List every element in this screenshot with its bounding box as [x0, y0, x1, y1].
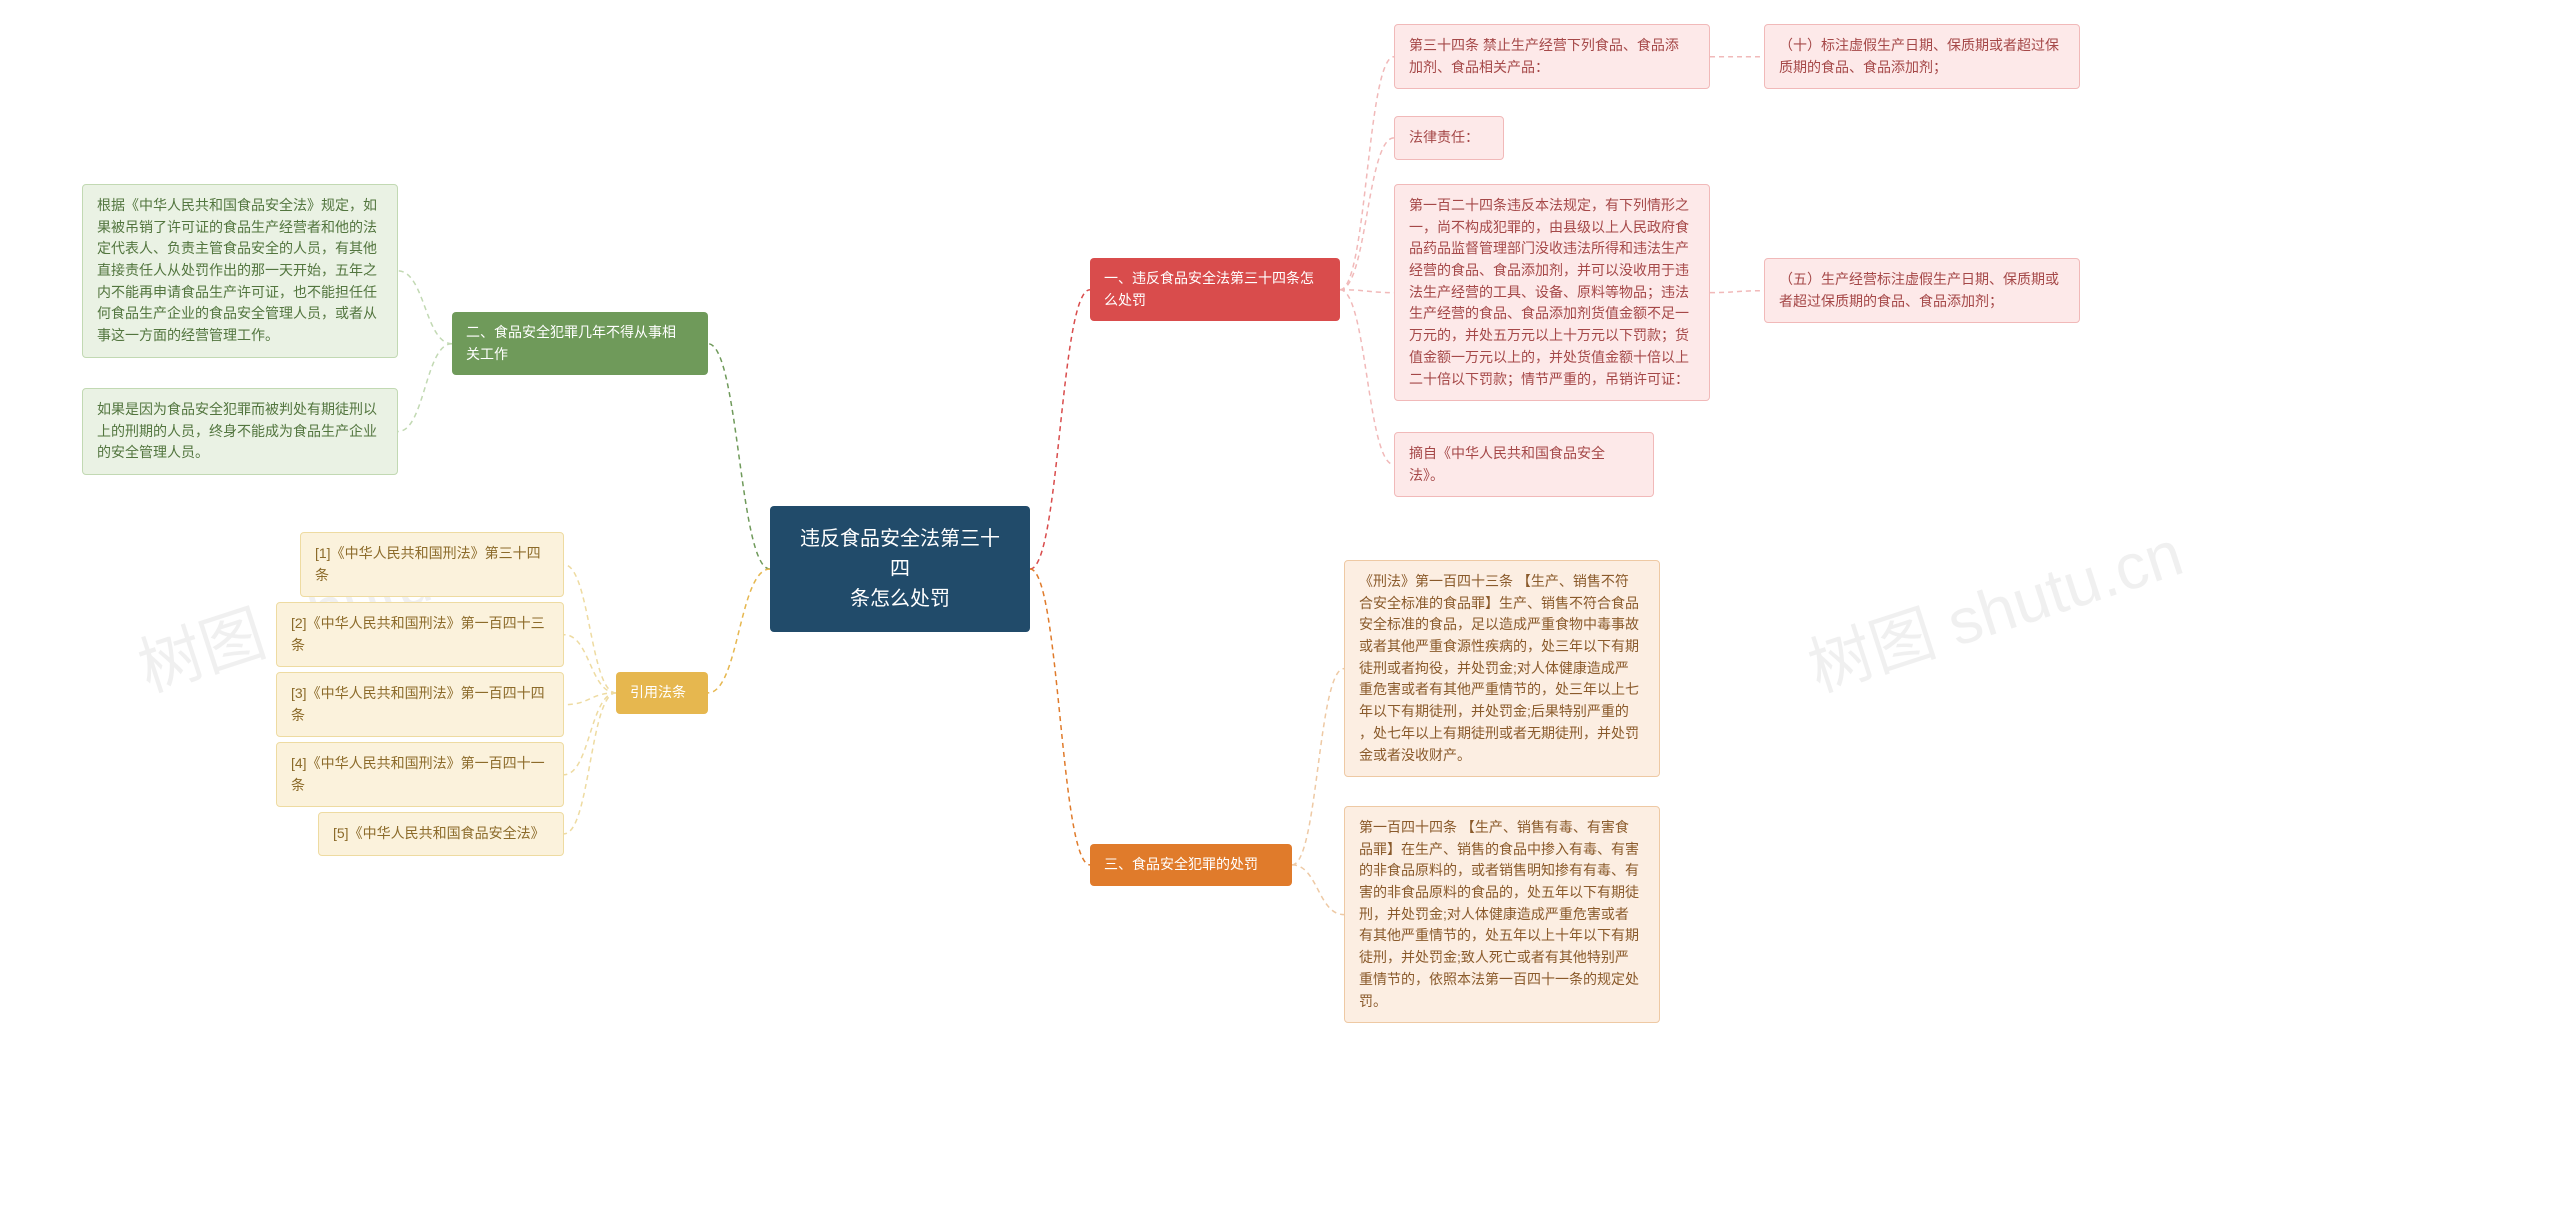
section-1-title: 一、违反食品安全法第三十四条怎 么处罚: [1090, 258, 1340, 321]
section-2-title: 二、食品安全犯罪几年不得从事相 关工作: [452, 312, 708, 375]
section-1-item-0-child: （十）标注虚假生产日期、保质期或者超过保 质期的食品、食品添加剂；: [1764, 24, 2080, 89]
section-1-item-3: 摘自《中华人民共和国食品安全法》。: [1394, 432, 1654, 497]
root-node: 违反食品安全法第三十四 条怎么处罚: [770, 506, 1030, 632]
section-2-item-1: 如果是因为食品安全犯罪而被判处有期徒刑以 上的刑期的人员，终身不能成为食品生产企…: [82, 388, 398, 475]
reference-2: [3]《中华人民共和国刑法》第一百四十四条: [276, 672, 564, 737]
section-3-item-0: 《刑法》第一百四十三条 【生产、销售不符 合安全标准的食品罪】生产、销售不符合食…: [1344, 560, 1660, 777]
reference-4: [5]《中华人民共和国食品安全法》: [318, 812, 564, 856]
reference-1: [2]《中华人民共和国刑法》第一百四十三条: [276, 602, 564, 667]
section-1-item-1: 法律责任：: [1394, 116, 1504, 160]
section-1-item-0: 第三十四条 禁止生产经营下列食品、食品添 加剂、食品相关产品：: [1394, 24, 1710, 89]
section-3-title: 三、食品安全犯罪的处罚: [1090, 844, 1292, 886]
section-1-item-2-child: （五）生产经营标注虚假生产日期、保质期或 者超过保质期的食品、食品添加剂；: [1764, 258, 2080, 323]
reference-0: [1]《中华人民共和国刑法》第三十四条: [300, 532, 564, 597]
watermark-2: 树图 shutu.cn: [1795, 502, 2192, 709]
references-title: 引用法条: [616, 672, 708, 714]
section-2-item-0: 根据《中华人民共和国食品安全法》规定，如 果被吊销了许可证的食品生产经营者和他的…: [82, 184, 398, 358]
section-3-item-1: 第一百四十四条 【生产、销售有毒、有害食 品罪】在生产、销售的食品中掺入有毒、有…: [1344, 806, 1660, 1023]
section-1-item-2: 第一百二十四条违反本法规定，有下列情形之 一，尚不构成犯罪的，由县级以上人民政府…: [1394, 184, 1710, 401]
reference-3: [4]《中华人民共和国刑法》第一百四十一条: [276, 742, 564, 807]
